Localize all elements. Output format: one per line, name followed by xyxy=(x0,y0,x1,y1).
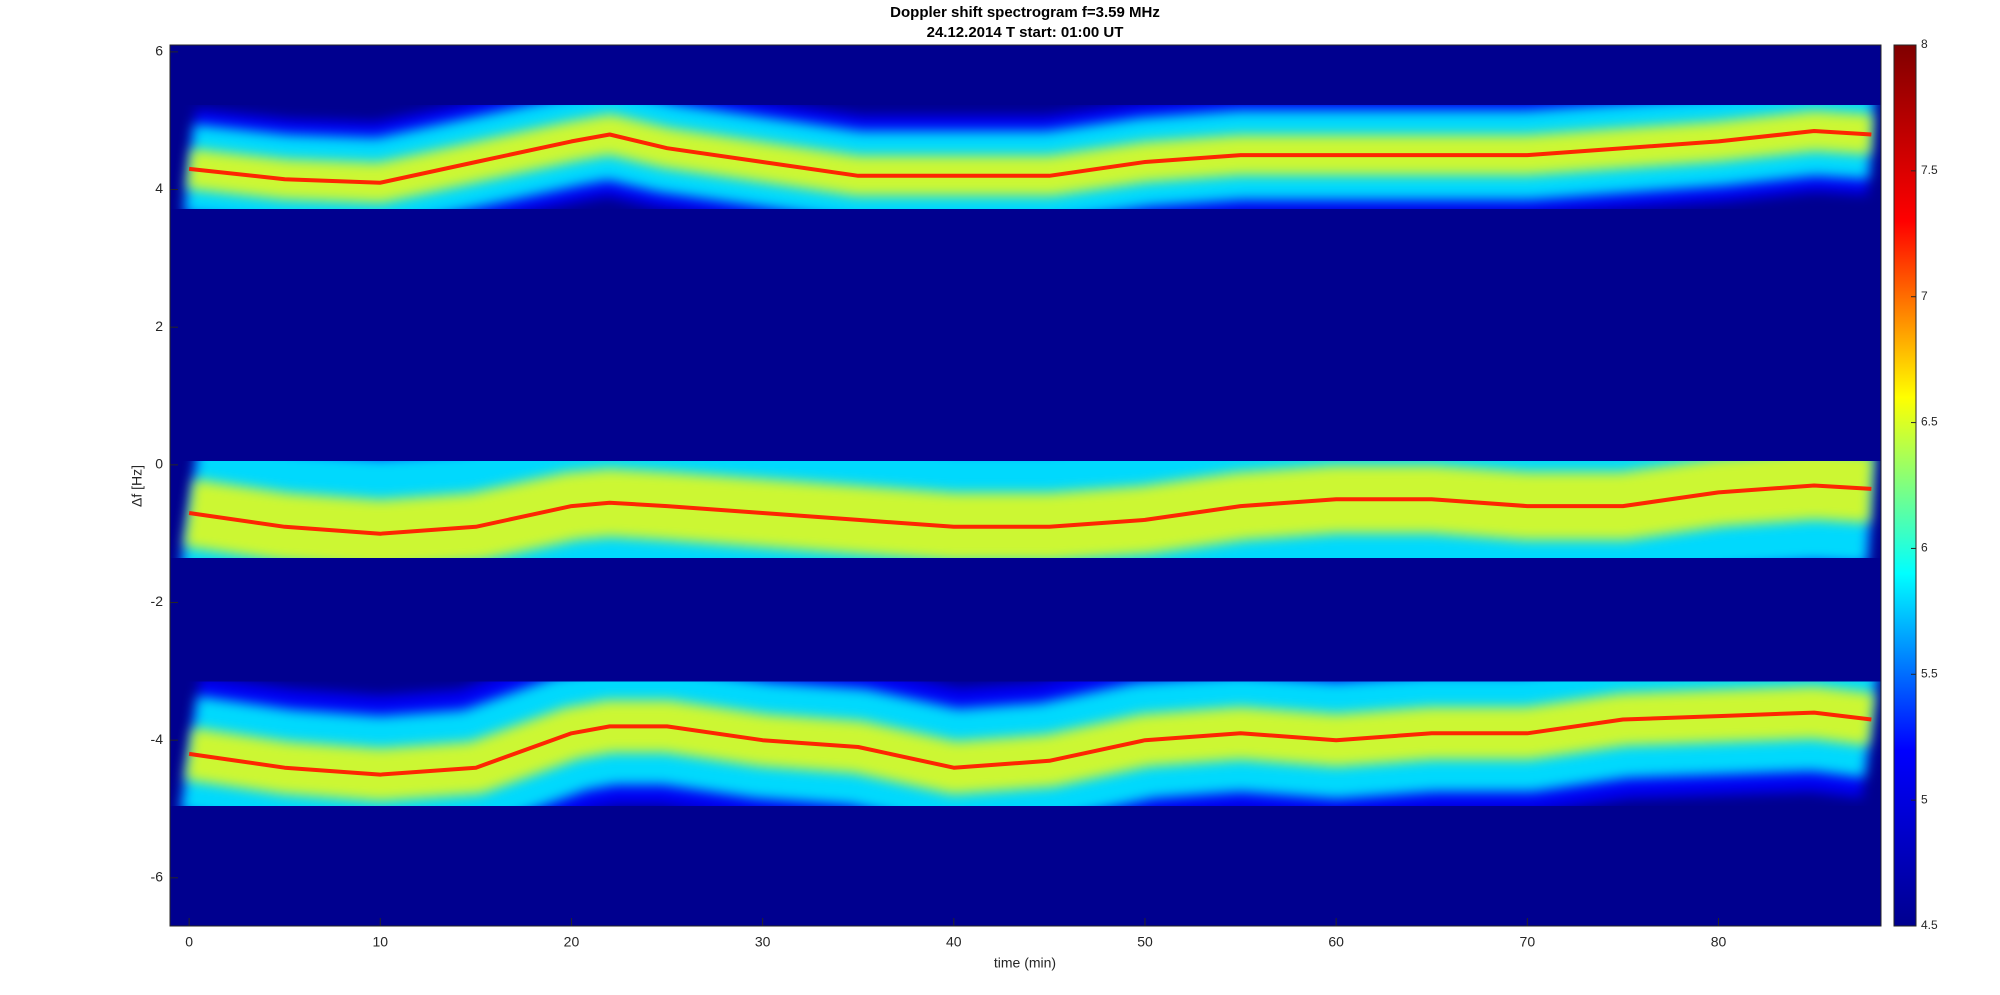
chart-title: Doppler shift spectrogram f=3.59 MHz xyxy=(890,4,1160,21)
colorbar-tick-label: 5.5 xyxy=(1921,666,1938,680)
y-tick-label: 2 xyxy=(155,318,163,334)
x-tick-label: 80 xyxy=(1711,934,1727,950)
x-tick-label: 70 xyxy=(1520,934,1536,950)
x-tick-label: 30 xyxy=(755,934,771,950)
y-tick-label: -4 xyxy=(151,731,164,747)
y-axis-label: Δf [Hz] xyxy=(129,465,145,507)
ridge-line xyxy=(188,710,1872,777)
y-tick-label: -2 xyxy=(151,593,164,609)
colorbar-tick-label: 8 xyxy=(1921,37,1928,51)
x-axis-label: time (min) xyxy=(994,955,1056,971)
x-tick-label: 20 xyxy=(564,934,580,950)
x-tick-label: 60 xyxy=(1328,934,1344,950)
x-tick-label: 0 xyxy=(185,934,193,950)
x-tick-label: 50 xyxy=(1137,934,1153,950)
colorbar xyxy=(1893,44,1917,927)
x-tick-label: 10 xyxy=(373,934,389,950)
plot-area xyxy=(174,70,1881,854)
colorbar-tick-label: 6 xyxy=(1921,541,1928,555)
colorbar-tick-label: 4.5 xyxy=(1921,918,1938,932)
y-tick-label: 4 xyxy=(155,180,163,196)
colorbar-tick-label: 5 xyxy=(1921,792,1928,806)
y-tick-label: 6 xyxy=(155,43,163,59)
ridge-line xyxy=(188,483,1872,536)
ridge-line xyxy=(188,129,1872,185)
y-tick-label: 0 xyxy=(155,456,163,472)
colorbar-tick-label: 6.5 xyxy=(1921,415,1938,429)
colorbar-tick-label: 7 xyxy=(1921,289,1928,303)
axes-frame xyxy=(169,44,1882,927)
x-tick-label: 40 xyxy=(946,934,962,950)
y-tick-label: -6 xyxy=(151,869,164,885)
colorbar-tick-label: 7.5 xyxy=(1921,163,1938,177)
chart-subtitle: 24.12.2014 T start: 01:00 UT xyxy=(927,24,1124,41)
